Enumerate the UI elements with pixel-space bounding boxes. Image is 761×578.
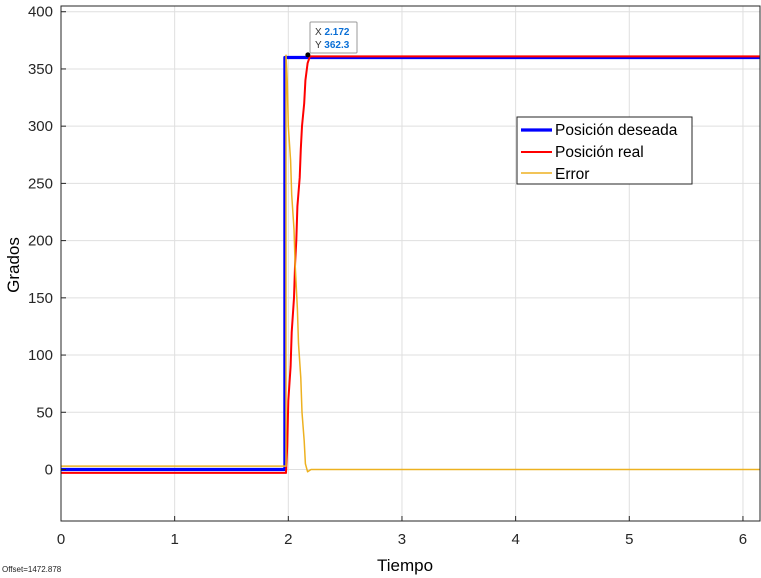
series-lines bbox=[61, 54, 760, 474]
series-line-1 bbox=[61, 55, 760, 474]
y-tick-label: 50 bbox=[36, 404, 53, 421]
plot-frame bbox=[60, 5, 761, 522]
offset-readout: Offset=1472.878 bbox=[2, 565, 62, 574]
series-line-0 bbox=[61, 55, 760, 472]
y-tick-label: 150 bbox=[28, 290, 53, 307]
x-tick-label: 3 bbox=[398, 531, 406, 548]
y-tick-label: 250 bbox=[28, 175, 53, 192]
y-tick-label: 0 bbox=[45, 462, 53, 479]
series-line-2 bbox=[61, 54, 760, 473]
y-tick-label: 200 bbox=[28, 233, 53, 250]
y-axis-label: Grados bbox=[4, 237, 23, 293]
y-tick-label: 100 bbox=[28, 347, 53, 364]
legend-label-posicion-real: Posición real bbox=[555, 144, 644, 161]
data-tip[interactable]: X 2.172 Y 362.3 bbox=[305, 21, 358, 58]
x-tick-label: 6 bbox=[739, 531, 747, 548]
y-tick-label: 400 bbox=[28, 4, 53, 21]
data-tip-marker bbox=[305, 52, 311, 58]
x-tick-label: 0 bbox=[57, 531, 65, 548]
y-tick-label: 350 bbox=[28, 61, 53, 78]
x-tick-label: 2 bbox=[284, 531, 292, 548]
legend: Posición deseada Posición real Error bbox=[516, 116, 693, 185]
legend-label-posicion-deseada: Posición deseada bbox=[555, 122, 678, 139]
tick-labels: 0 1 2 3 4 5 6 0 50 100 150 200 250 300 350 400 bbox=[28, 4, 747, 548]
y-tick-label: 300 bbox=[28, 118, 53, 135]
data-tip-box bbox=[309, 21, 358, 54]
x-tick-label: 4 bbox=[511, 531, 519, 548]
x-axis-label: Tiempo bbox=[377, 556, 433, 575]
plot-area bbox=[61, 6, 760, 521]
legend-label-error: Error bbox=[555, 166, 589, 183]
x-tick-label: 5 bbox=[625, 531, 633, 548]
x-tick-label: 1 bbox=[170, 531, 178, 548]
data-tip-y: Y 362.3 bbox=[315, 40, 350, 51]
data-tip-x: X 2.172 bbox=[315, 27, 350, 38]
